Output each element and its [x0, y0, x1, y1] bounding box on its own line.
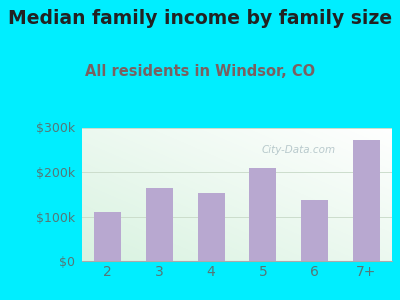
Bar: [353, 140, 380, 261]
Text: Median family income by family size: Median family income by family size: [8, 9, 392, 28]
Bar: [198, 194, 224, 261]
Bar: [301, 200, 328, 261]
Text: City-Data.com: City-Data.com: [262, 145, 336, 155]
Bar: [250, 167, 276, 261]
Bar: [146, 188, 173, 261]
Bar: [94, 212, 121, 261]
Text: All residents in Windsor, CO: All residents in Windsor, CO: [85, 64, 315, 80]
